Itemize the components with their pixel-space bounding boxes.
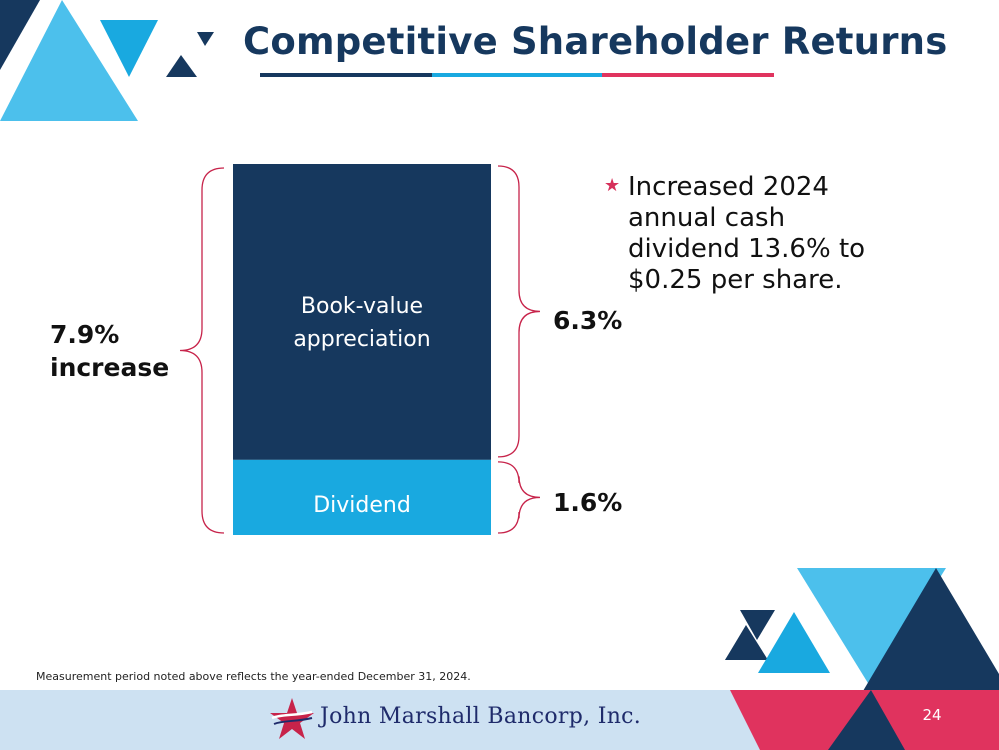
- decor-triangle: [0, 0, 138, 121]
- decor-triangle: [725, 648, 740, 660]
- bullet-text: Increased 2024 annual cash dividend 13.6…: [628, 172, 866, 295]
- title-rule-blue: [432, 73, 602, 77]
- total-caption: increase: [50, 353, 170, 382]
- decor-top-left: [0, 0, 214, 121]
- decor-triangle: [197, 32, 214, 46]
- star-icon: ★: [604, 175, 621, 196]
- decor-triangle: [797, 568, 946, 688]
- decor-triangle: [740, 610, 775, 640]
- value-label-book-value: 6.3%: [553, 306, 623, 335]
- value-label-dividend: 1.6%: [553, 488, 623, 517]
- footnote: Measurement period noted above reflects …: [36, 670, 471, 683]
- brace-total: [179, 167, 225, 534]
- star-logo-icon: [270, 698, 314, 739]
- decor-triangle: [871, 690, 999, 750]
- brace-book-value: [497, 165, 541, 458]
- decor-triangle: [725, 625, 768, 660]
- title-rule-red: [602, 73, 774, 77]
- logo-text: John Marshall Bancorp, Inc.: [320, 704, 642, 729]
- page-number: 24: [922, 706, 942, 724]
- page-title: Competitive Shareholder Returns: [243, 20, 948, 63]
- decor-triangle: [100, 20, 158, 77]
- brace-dividend: [497, 461, 541, 534]
- decor-triangle: [828, 690, 905, 750]
- bar-book-value-appreciation: [233, 164, 491, 460]
- company-logo: John Marshall Bancorp, Inc.: [268, 694, 708, 742]
- title-rule-navy: [260, 73, 432, 77]
- bar-label-book-value: Book-value appreciation: [293, 294, 431, 352]
- total-label: 7.9% increase: [50, 318, 169, 384]
- decor-footer-triangles: [730, 690, 999, 750]
- total-value: 7.9%: [50, 320, 120, 349]
- bar-dividend: [233, 459, 491, 535]
- return-chart: [179, 164, 541, 535]
- bar-label-dividend: Dividend: [313, 493, 411, 518]
- decor-triangle: [758, 612, 830, 673]
- decor-triangle: [0, 0, 40, 70]
- decor-triangle: [166, 55, 197, 77]
